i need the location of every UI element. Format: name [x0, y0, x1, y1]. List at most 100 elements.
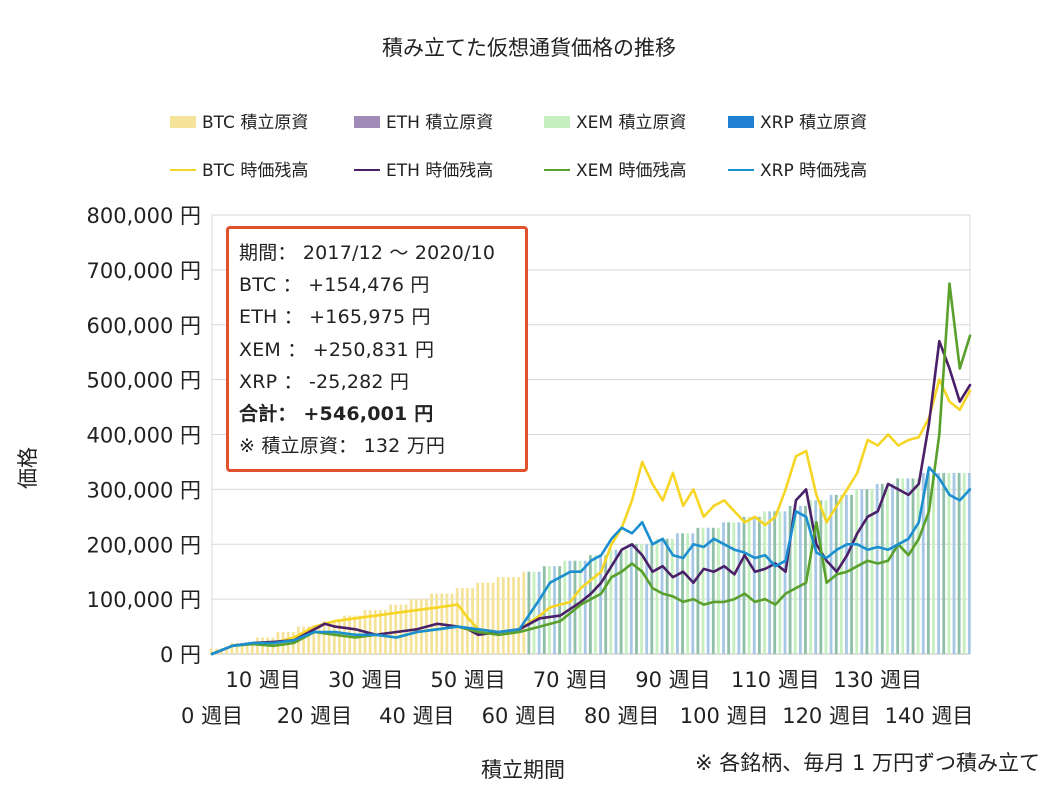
legend-label: BTC 時価残高 — [202, 161, 308, 181]
principal-bar — [573, 560, 577, 654]
x-tick-label: 10 週目 — [226, 668, 301, 692]
principal-bar — [399, 604, 403, 654]
legend-label: BTC 積立原資 — [202, 113, 308, 133]
principal-bar — [747, 516, 751, 654]
principal-bar — [578, 560, 582, 654]
principal-bar — [691, 533, 695, 654]
principal-bar — [706, 527, 710, 654]
chart-title: 積み立てた仮想通貨価格の推移 — [382, 36, 676, 60]
principal-bar — [932, 472, 935, 654]
value-lines — [210, 282, 972, 656]
principal-bar — [624, 549, 628, 654]
principal-bar — [855, 489, 859, 654]
principal-bar — [404, 604, 408, 654]
principal-bar — [742, 516, 746, 654]
principal-bar — [722, 522, 725, 654]
legend-label: ETH 時価残高 — [386, 161, 493, 181]
legend-swatch — [354, 116, 380, 128]
principal-bar — [614, 549, 618, 654]
principal-bar — [845, 494, 848, 654]
principal-bar — [681, 533, 684, 654]
principal-bar — [773, 511, 777, 654]
x-tick-label: 20 週目 — [277, 704, 352, 728]
principal-bar — [512, 577, 515, 654]
legend-label: ETH 積立原資 — [386, 113, 493, 133]
principal-bar — [701, 527, 705, 654]
principal-bar — [880, 483, 884, 654]
legend-swatch — [728, 116, 754, 128]
principal-bar — [450, 593, 454, 654]
series-line — [210, 466, 972, 656]
principal-bar — [327, 621, 331, 654]
principal-bar — [686, 533, 690, 654]
principal-bar — [967, 472, 971, 654]
principal-bar — [850, 494, 853, 654]
principal-bar — [870, 489, 874, 654]
principal-bar — [793, 505, 797, 654]
principal-bar — [916, 478, 920, 654]
principal-bar — [942, 472, 946, 654]
principal-bar — [629, 544, 633, 654]
principal-bar — [501, 577, 505, 654]
principal-bar — [414, 599, 418, 654]
legend-label: XEM 積立原資 — [576, 113, 686, 133]
principal-bar — [619, 549, 623, 654]
principal-bar — [676, 533, 679, 654]
footnote: ※ 各銘柄、毎月 1 万円ずつ積み立て — [695, 751, 1040, 775]
principal-bar — [537, 571, 541, 654]
principal-bar — [886, 483, 889, 654]
principal-bar — [952, 472, 956, 654]
principal-bar — [783, 511, 787, 654]
y-tick-label: 200,000 円 — [86, 533, 201, 557]
principal-bar — [640, 544, 643, 654]
summary-principal: ※ 積立原資： 132 万円 — [239, 435, 446, 458]
principal-bar — [599, 555, 602, 654]
y-axis-ticks: 800,000 円 700,000 円 600,000 円 500,000 円 400,… — [86, 204, 201, 667]
principal-bar — [378, 610, 382, 654]
principal-bar — [466, 588, 469, 654]
principal-bar — [768, 511, 772, 654]
principal-bar — [896, 478, 900, 654]
principal-bar — [389, 604, 393, 654]
x-tick-label: 120 週目 — [782, 704, 871, 728]
y-tick-label: 0 円 — [160, 643, 201, 667]
legend-label: XRP 時価残高 — [760, 161, 867, 181]
principal-bar — [962, 472, 966, 654]
summary-btc: BTC ： +154,476 円 — [239, 274, 430, 297]
principal-bar — [609, 549, 613, 654]
principal-bar — [496, 577, 500, 654]
x-tick-label: 100 週目 — [680, 704, 769, 728]
principal-bar — [921, 472, 925, 654]
principal-bars — [209, 472, 971, 654]
principal-bar — [604, 555, 608, 654]
x-tick-label: 80 週目 — [584, 704, 659, 728]
chart-legend: BTC 積立原資 ETH 積立原資 XEM 積立原資 XRP 積立原資 BTC 時価残高… — [170, 113, 867, 181]
principal-bar — [891, 483, 894, 654]
legend-swatch — [170, 116, 196, 128]
y-tick-label: 400,000 円 — [86, 424, 201, 448]
principal-bar — [583, 560, 587, 654]
principal-bar — [594, 555, 597, 654]
principal-bar — [250, 643, 254, 654]
principal-bar — [635, 544, 638, 654]
x-tick-label: 60 週目 — [482, 704, 557, 728]
principal-bar — [337, 621, 341, 654]
principal-bar — [665, 538, 669, 654]
summary-xrp: XRP ： -25,282 円 — [239, 370, 410, 393]
y-tick-label: 700,000 円 — [86, 259, 201, 283]
x-tick-label: 130 週目 — [833, 668, 922, 692]
principal-bar — [491, 582, 495, 654]
principal-bar — [752, 516, 756, 654]
principal-bar — [476, 582, 480, 654]
principal-bar — [865, 489, 869, 654]
summary-period: 期間： 2017/12 ～ 2020/10 — [239, 242, 496, 264]
x-tick-label: 40 週目 — [379, 704, 454, 728]
principal-bar — [778, 511, 782, 654]
principal-bar — [547, 566, 551, 654]
principal-bar — [947, 472, 951, 654]
principal-bar — [302, 626, 305, 654]
principal-bar — [558, 566, 562, 654]
x-tick-label: 110 週目 — [731, 668, 820, 692]
principal-bar — [660, 538, 664, 654]
